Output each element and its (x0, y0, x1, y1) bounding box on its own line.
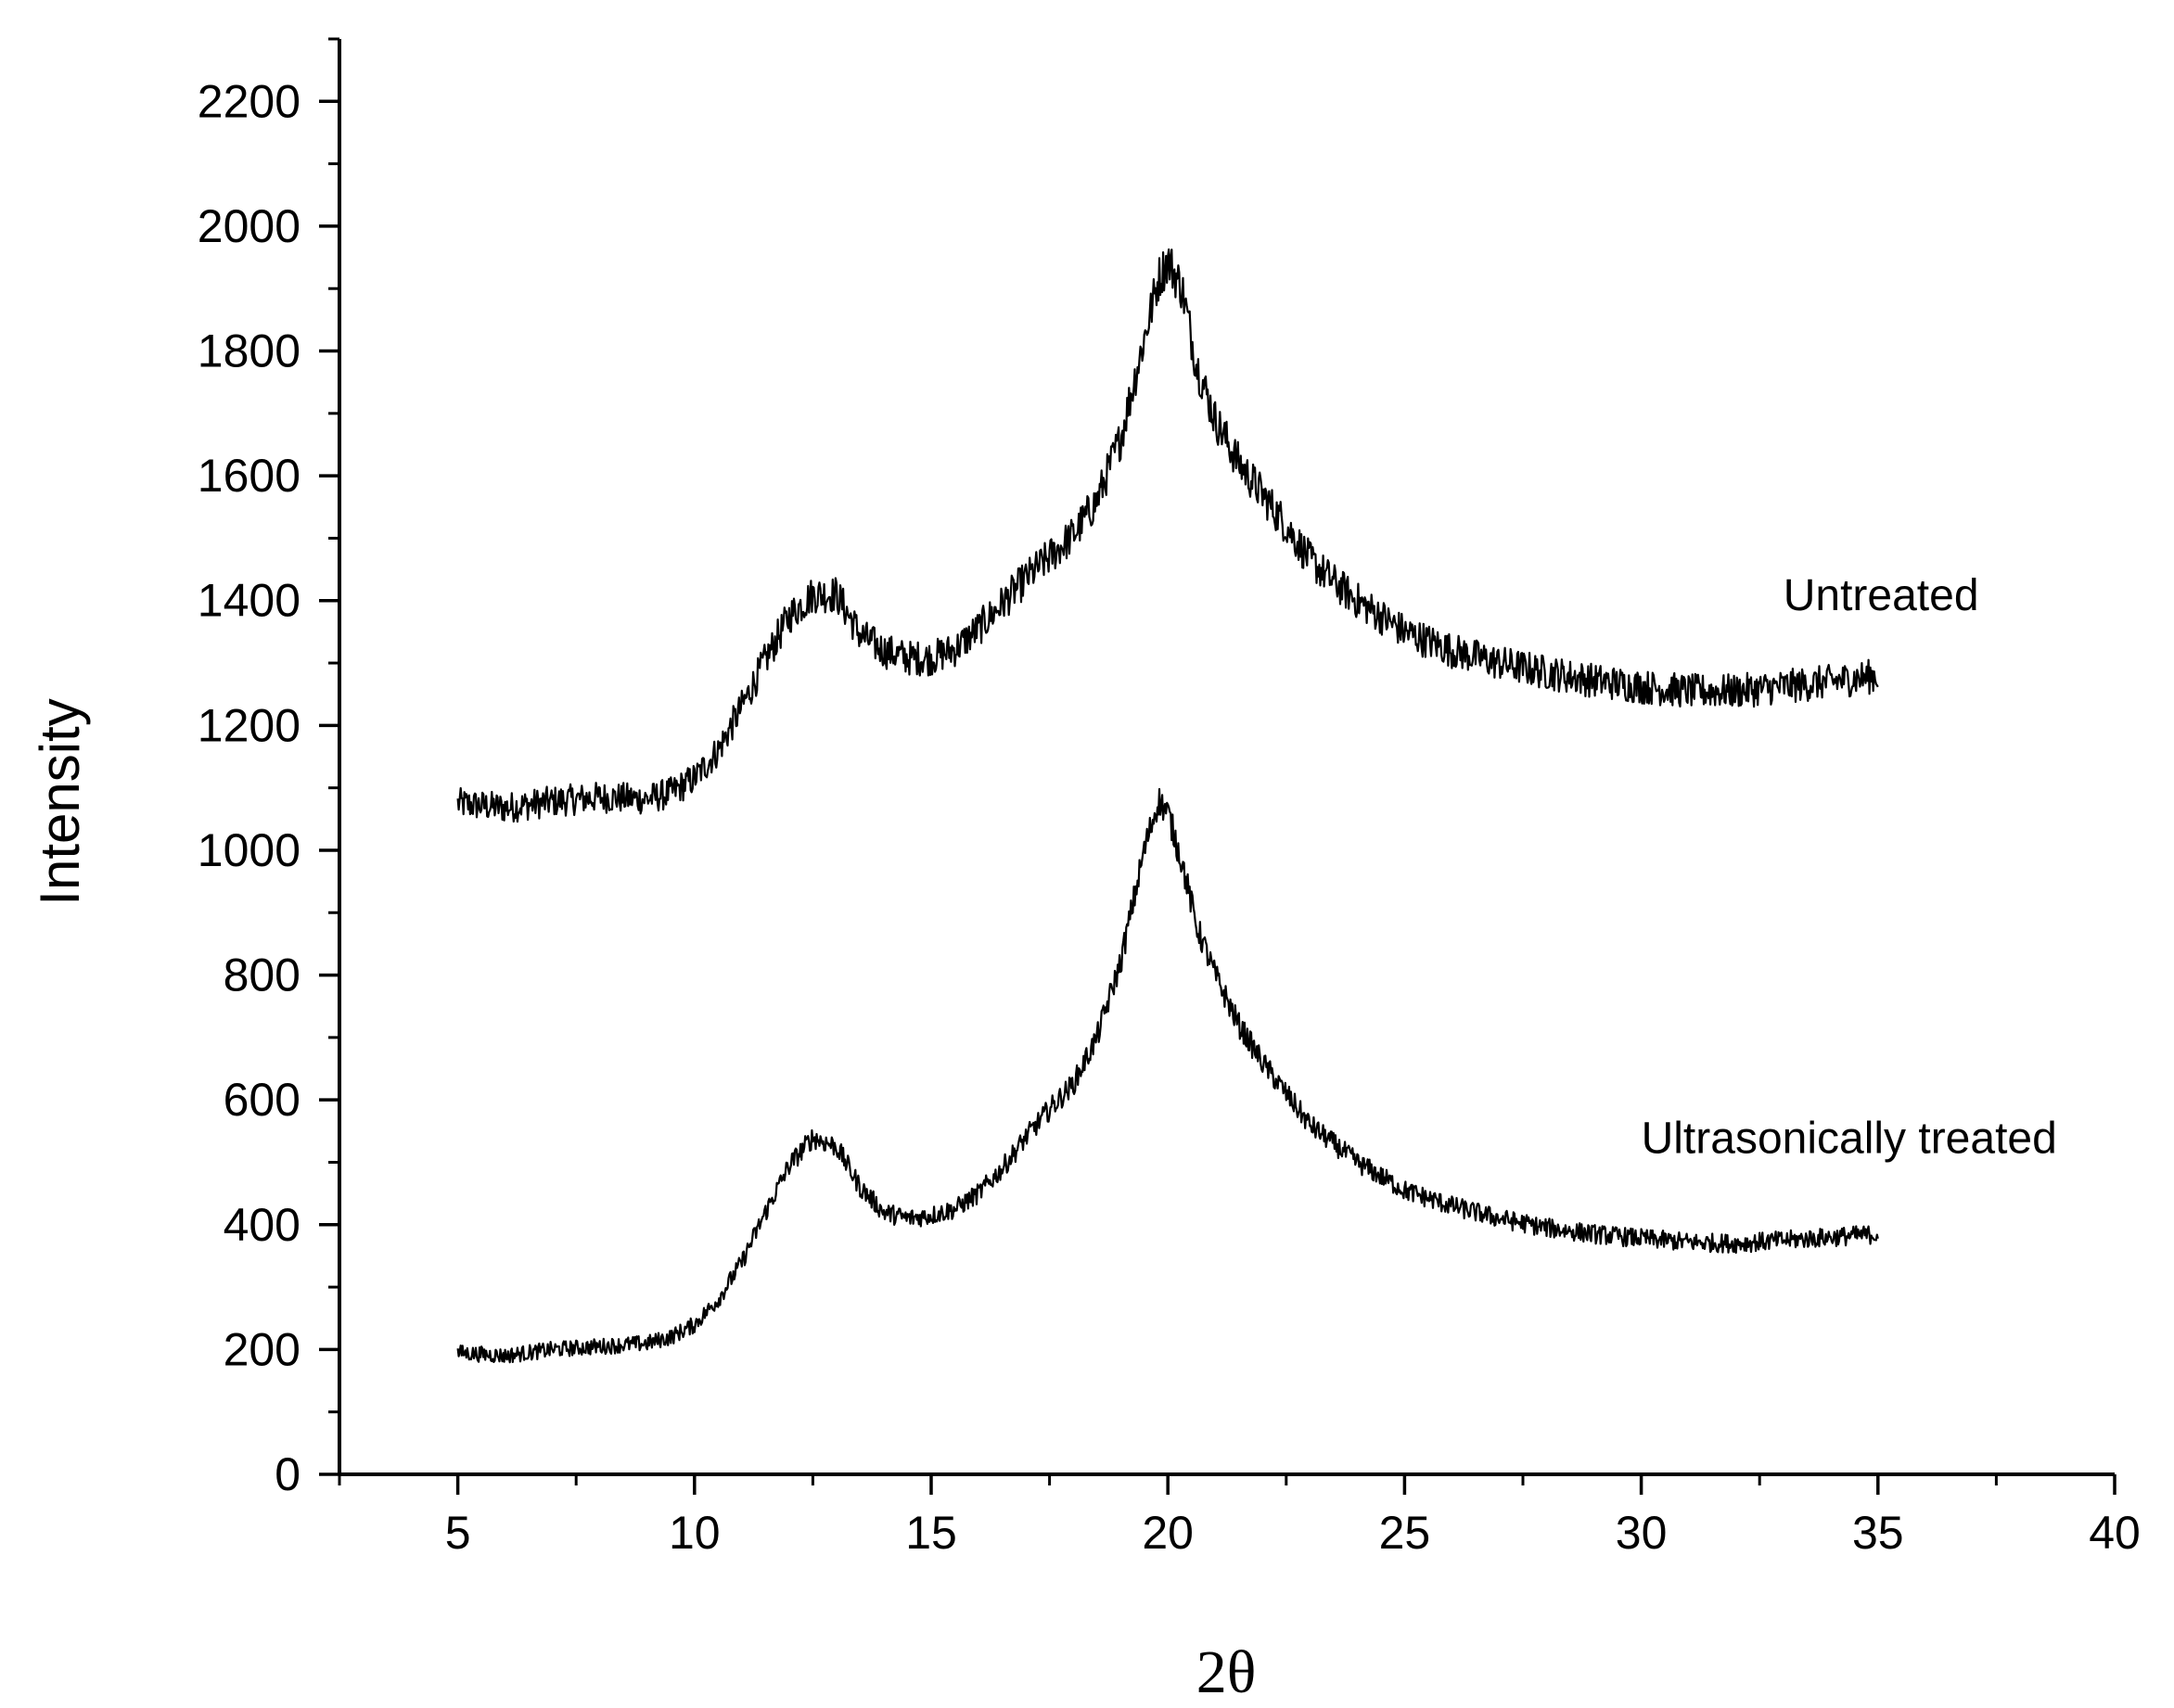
label-untreated: Untreated (1784, 571, 1979, 620)
x-tick-label: 10 (669, 1507, 721, 1559)
series-lines (456, 248, 1879, 1364)
y-axis-ticks: 0 200 400 600 800 1000 1200 1400 1600 1800 2000 220… (198, 37, 339, 1500)
series-line-ultrasonically-treated (456, 787, 1879, 1364)
y-tick-label: 800 (224, 950, 301, 1001)
y-tick-label: 400 (224, 1199, 301, 1251)
y-tick-label: 1600 (198, 450, 301, 502)
x-tick-label: 35 (1852, 1507, 1904, 1559)
axes (338, 39, 2115, 1476)
y-tick-label: 200 (224, 1323, 301, 1375)
y-axis-title: Intensity (29, 698, 91, 905)
x-tick-label: 15 (905, 1507, 957, 1559)
y-tick-label: 1800 (198, 325, 301, 377)
y-tick-label: 1400 (198, 575, 301, 627)
x-tick-label: 25 (1379, 1507, 1431, 1559)
y-tick-label: 0 (275, 1448, 301, 1500)
y-tick-label: 1200 (198, 699, 301, 751)
series-line-untreated (456, 248, 1879, 823)
y-tick-label: 600 (224, 1074, 301, 1126)
series-annotations: Untreated Ultrasonically treated (1642, 571, 2057, 1164)
x-tick-label: 5 (445, 1507, 471, 1559)
x-axis-title: 2θ (1196, 1638, 1257, 1706)
x-axis-ticks: 5 10 15 20 25 30 35 40 (338, 1474, 2141, 1559)
y-tick-label: 2000 (198, 200, 301, 252)
y-tick-label: 1000 (198, 824, 301, 876)
y-tick-label: 2200 (198, 75, 301, 127)
x-tick-label: 30 (1616, 1507, 1668, 1559)
x-tick-label: 40 (2089, 1507, 2141, 1559)
x-tick-label: 20 (1142, 1507, 1194, 1559)
label-ultrasonically-treated: Ultrasonically treated (1642, 1114, 2057, 1163)
